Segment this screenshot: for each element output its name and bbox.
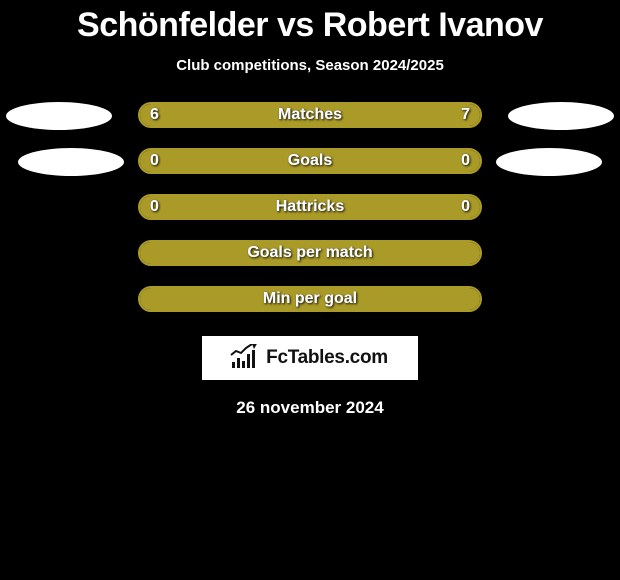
row-matches: 6 Matches 7 bbox=[0, 102, 620, 148]
subtitle: Club competitions, Season 2024/2025 bbox=[0, 57, 620, 74]
bar-goals: 0 Goals 0 bbox=[138, 148, 482, 174]
player-right-oval-2 bbox=[496, 148, 602, 176]
player-left-oval bbox=[6, 102, 112, 130]
goals-label: Goals bbox=[140, 152, 480, 170]
matches-label: Matches bbox=[140, 106, 480, 124]
row-goals-per-match: Goals per match bbox=[0, 240, 620, 286]
player-right-oval bbox=[508, 102, 614, 130]
bar-gpm: Goals per match bbox=[138, 240, 482, 266]
hattricks-right-value: 0 bbox=[461, 198, 470, 216]
page-title: Schönfelder vs Robert Ivanov bbox=[0, 6, 620, 45]
mpg-label: Min per goal bbox=[140, 290, 480, 308]
comparison-panel: 6 Matches 7 0 Goals 0 0 Hattricks 0 Goal… bbox=[0, 102, 620, 332]
gpm-label: Goals per match bbox=[140, 244, 480, 262]
row-min-per-goal: Min per goal bbox=[0, 286, 620, 332]
brand-text: FcTables.com bbox=[266, 347, 388, 369]
bar-hattricks: 0 Hattricks 0 bbox=[138, 194, 482, 220]
matches-right-value: 7 bbox=[461, 106, 470, 124]
row-goals: 0 Goals 0 bbox=[0, 148, 620, 194]
hattricks-label: Hattricks bbox=[140, 198, 480, 216]
bar-matches: 6 Matches 7 bbox=[138, 102, 482, 128]
brand-link[interactable]: FcTables.com bbox=[202, 336, 418, 380]
chart-icon bbox=[232, 348, 260, 368]
goals-right-value: 0 bbox=[461, 152, 470, 170]
row-hattricks: 0 Hattricks 0 bbox=[0, 194, 620, 240]
bar-mpg: Min per goal bbox=[138, 286, 482, 312]
player-left-oval-2 bbox=[18, 148, 124, 176]
date-text: 26 november 2024 bbox=[0, 398, 620, 418]
